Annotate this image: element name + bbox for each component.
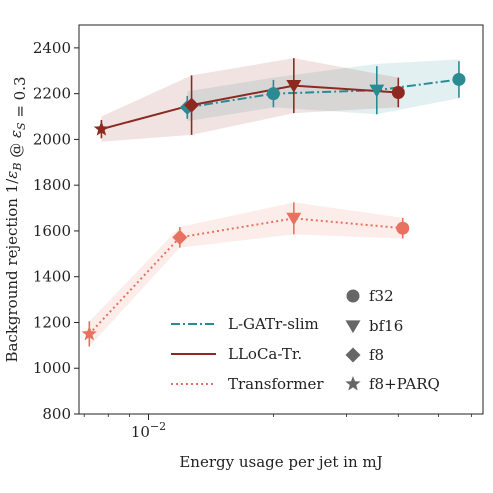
y-axis-label: Background rejection 1/εB @ εS = 0.3: [3, 76, 29, 362]
y-tick-label: 1000: [33, 359, 71, 377]
legend-marker-swatch: [345, 320, 361, 334]
series-markers: [81, 72, 466, 341]
uncertainty-bands: [89, 58, 459, 347]
x-axis-label: Energy usage per jet in mJ: [179, 453, 382, 471]
l-gatr-slim-point: [452, 72, 466, 86]
y-tick-label: 800: [42, 405, 71, 423]
lloca-tr-line: [101, 84, 399, 131]
series-lines: [88, 78, 460, 335]
y-tick-label: 1800: [33, 176, 71, 194]
y-tick-label: 1600: [33, 222, 71, 240]
l-gatr-slim-line: [187, 78, 460, 109]
legend: L-GATr-slim LLoCa-Tr. Transformer f32 bf16 f8…: [171, 287, 440, 393]
transformer-point: [396, 221, 410, 235]
y-axis-label-group: Background rejection 1/εB @ εS = 0.3: [3, 76, 29, 362]
transformer-line: [88, 217, 403, 335]
x-tick-label: 10−2: [131, 420, 166, 441]
lloca-tr-band: [101, 58, 399, 142]
lloca-tr-point: [391, 86, 405, 100]
legend-marker-label: bf16: [369, 317, 403, 335]
y-tick-label: 1400: [33, 268, 71, 286]
legend-line-label: L-GATr-slim: [228, 315, 319, 333]
legend-marker-swatch: [345, 376, 361, 391]
transformer-band: [89, 202, 403, 347]
y-tick-label: 1200: [33, 313, 71, 331]
l-gatr-slim-point: [266, 87, 280, 101]
legend-marker-swatch: [345, 347, 361, 363]
legend-line-label: LLoCa-Tr.: [228, 345, 302, 363]
legend-marker-label: f8: [369, 346, 384, 364]
lloca-tr-point: [93, 121, 110, 136]
l-gatr-slim-band: [187, 59, 459, 122]
y-tick-label: 2000: [33, 130, 71, 148]
lloca-tr-point: [184, 97, 200, 113]
transformer-point: [81, 325, 97, 341]
plot-frame: [78, 24, 484, 415]
l-gatr-slim-point: [369, 84, 385, 98]
transformer-point: [172, 229, 188, 245]
x-axis-ticks: 10−2: [83, 414, 472, 441]
y-tick-label: 2200: [33, 85, 71, 103]
y-axis-ticks: 800 1000 1200 1400 1600 1800 2000 2200 2400: [33, 39, 79, 423]
transformer-point: [286, 212, 302, 226]
y-tick-label: 2400: [33, 39, 71, 57]
legend-marker-swatch: [346, 289, 360, 303]
legend-line-label: Transformer: [228, 375, 324, 393]
legend-marker-label: f8+PARQ: [369, 375, 440, 393]
legend-marker-label: f32: [369, 287, 394, 305]
lloca-tr-point: [286, 80, 302, 93]
